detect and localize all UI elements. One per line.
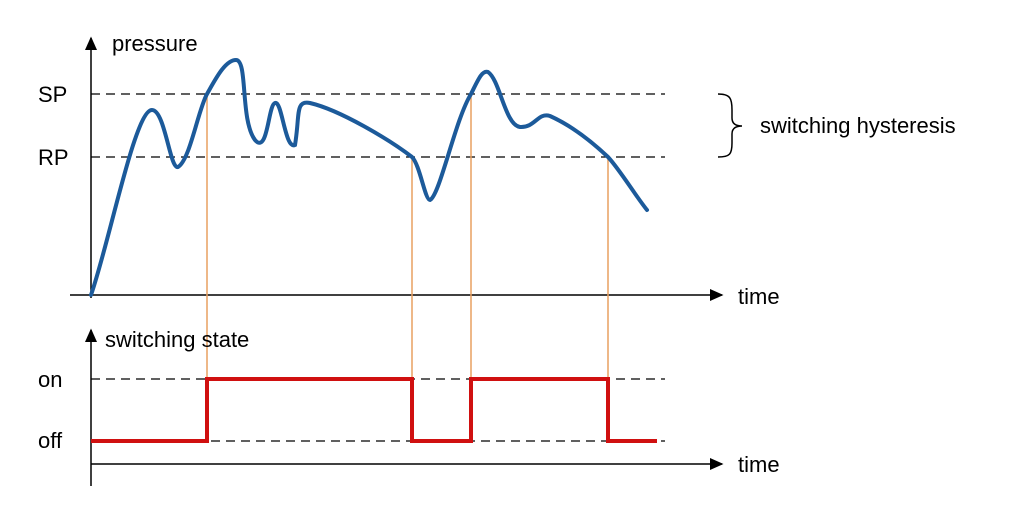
level-label: on — [38, 367, 62, 392]
brace — [717, 93, 743, 158]
y-label: switching state — [105, 327, 249, 352]
pressure-curve — [89, 57, 649, 297]
level-label: off — [38, 428, 63, 453]
annotation: switching hysteresis — [760, 113, 956, 138]
y-label: pressure — [112, 31, 198, 56]
level-label: SP — [38, 82, 67, 107]
level-label: RP — [38, 145, 69, 170]
x-label: time — [738, 284, 780, 309]
x-label: time — [738, 452, 780, 477]
state-line — [91, 377, 657, 443]
